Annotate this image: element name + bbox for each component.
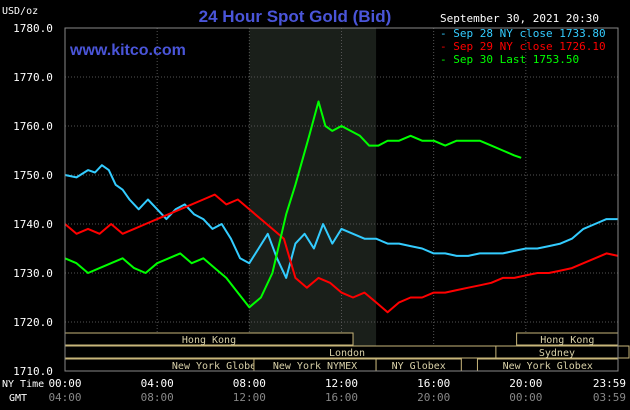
session-bar: New York NYMEX bbox=[253, 358, 377, 372]
axes: 1780.0 1770.0 1760.0 1750.0 1740.0 1730.0 1720… bbox=[13, 22, 626, 404]
grid-lines bbox=[65, 28, 618, 371]
y-tick-label: 1780.0 bbox=[13, 22, 53, 35]
x-tick-label-gmt: 12:00 bbox=[233, 391, 266, 404]
legend: - Sep 28 NY close 1733.80- Sep 29 NY clo… bbox=[440, 27, 606, 66]
x-tick-label-ny: 23:59 bbox=[593, 377, 626, 390]
y-tick-label: 1750.0 bbox=[13, 169, 53, 182]
y-tick-label: 1770.0 bbox=[13, 71, 53, 84]
series-line-3 bbox=[64, 100, 522, 309]
session-label: Hong Kong bbox=[540, 335, 594, 346]
y-tick-label: 1710.0 bbox=[13, 365, 53, 378]
nymex-session-highlight bbox=[249, 28, 377, 371]
x-tick-label-gmt: 04:00 bbox=[48, 391, 81, 404]
y-tick-label: 1740.0 bbox=[13, 218, 53, 231]
y-tick-label: 1760.0 bbox=[13, 120, 53, 133]
y-tick-label: 1720.0 bbox=[13, 316, 53, 329]
x-tick-label-ny: 00:00 bbox=[48, 377, 81, 390]
chart-title: 24 Hour Spot Gold (Bid) bbox=[199, 7, 392, 26]
y-tick-label: 1730.0 bbox=[13, 267, 53, 280]
x-tick-label-gmt: 20:00 bbox=[417, 391, 450, 404]
session-bar: Hong Kong bbox=[64, 332, 354, 346]
trading-sessions: Hong Kong London New York Globex New York N… bbox=[64, 332, 630, 372]
legend-item-3: - Sep 30 Last 1753.50 bbox=[440, 53, 579, 66]
session-label: Sydney bbox=[539, 348, 575, 359]
series-line-1 bbox=[64, 164, 618, 279]
session-label: New York NYMEX bbox=[273, 361, 357, 372]
x-axis-ny-time-label: NY Time bbox=[2, 379, 44, 390]
legend-item-2: - Sep 29 NY close 1726.10 bbox=[440, 40, 606, 53]
x-tick-label-ny: 12:00 bbox=[325, 377, 358, 390]
session-bar: London bbox=[64, 345, 630, 359]
x-tick-label-gmt: 00:00 bbox=[509, 391, 542, 404]
timestamp: September 30, 2021 20:30 bbox=[440, 12, 599, 25]
plot-frame bbox=[64, 27, 619, 372]
x-tick-label-ny: 08:00 bbox=[233, 377, 266, 390]
x-tick-label-gmt: 16:00 bbox=[325, 391, 358, 404]
x-tick-label-ny: 20:00 bbox=[509, 377, 542, 390]
session-bar: Hong Kong bbox=[516, 332, 619, 346]
x-tick-label-gmt: 08:00 bbox=[141, 391, 174, 404]
x-tick-label-ny: 04:00 bbox=[141, 377, 174, 390]
y-axis-unit-label: USD/oz bbox=[2, 6, 38, 17]
session-label: NY Globex bbox=[392, 361, 446, 372]
kitco-watermark: www.kitco.com bbox=[69, 42, 186, 59]
x-tick-label-gmt: 03:59 bbox=[593, 391, 626, 404]
session-label: Hong Kong bbox=[182, 335, 236, 346]
session-label: London bbox=[329, 348, 365, 359]
session-label: New York Globex bbox=[503, 361, 593, 372]
session-bar: New York Globex bbox=[476, 358, 619, 372]
x-axis-gmt-label: GMT bbox=[9, 393, 27, 404]
session-label: New York Globex bbox=[172, 361, 262, 372]
legend-item-1: - Sep 28 NY close 1733.80 bbox=[440, 27, 606, 40]
series-line-2 bbox=[64, 193, 619, 314]
x-tick-label-ny: 16:00 bbox=[417, 377, 450, 390]
session-bar: Sydney bbox=[495, 345, 619, 359]
series-group bbox=[64, 100, 619, 314]
session-bar: NY Globex bbox=[375, 358, 462, 372]
